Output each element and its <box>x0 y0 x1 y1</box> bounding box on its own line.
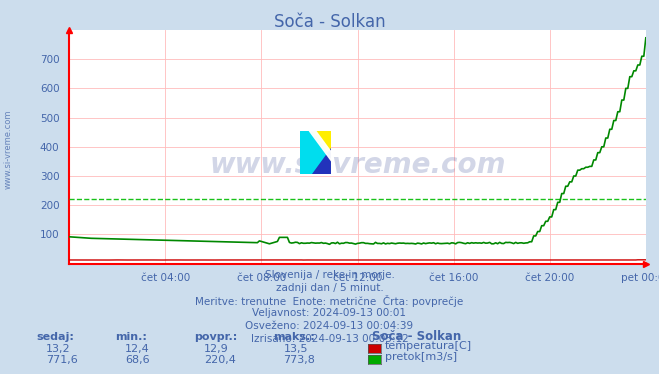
Polygon shape <box>312 131 331 157</box>
Text: 771,6: 771,6 <box>46 355 78 365</box>
Text: 68,6: 68,6 <box>125 355 150 365</box>
Polygon shape <box>312 148 331 174</box>
Text: Soča - Solkan: Soča - Solkan <box>273 13 386 31</box>
Text: 13,2: 13,2 <box>46 344 71 354</box>
Text: 12,4: 12,4 <box>125 344 150 354</box>
Text: zadnji dan / 5 minut.: zadnji dan / 5 minut. <box>275 283 384 293</box>
Text: sedaj:: sedaj: <box>36 332 74 342</box>
Text: Meritve: trenutne  Enote: metrične  Črta: povprečje: Meritve: trenutne Enote: metrične Črta: … <box>195 295 464 307</box>
Text: Osveženo: 2024-09-13 00:04:39: Osveženo: 2024-09-13 00:04:39 <box>245 321 414 331</box>
Text: Slovenija / reke in morje.: Slovenija / reke in morje. <box>264 270 395 280</box>
Text: min.:: min.: <box>115 332 147 342</box>
Text: 13,5: 13,5 <box>283 344 308 354</box>
Text: 220,4: 220,4 <box>204 355 236 365</box>
Text: pretok[m3/s]: pretok[m3/s] <box>385 352 457 362</box>
Text: www.si-vreme.com: www.si-vreme.com <box>3 110 13 189</box>
Text: 773,8: 773,8 <box>283 355 315 365</box>
Text: www.si-vreme.com: www.si-vreme.com <box>210 151 505 180</box>
Text: Veljavnost: 2024-09-13 00:01: Veljavnost: 2024-09-13 00:01 <box>252 308 407 318</box>
Text: 12,9: 12,9 <box>204 344 229 354</box>
Text: maks.:: maks.: <box>273 332 315 342</box>
Text: temperatura[C]: temperatura[C] <box>385 341 472 351</box>
Polygon shape <box>309 131 331 161</box>
Text: Soča - Solkan: Soča - Solkan <box>372 330 461 343</box>
Text: Izrisano: 2024-09-13 00:05:12: Izrisano: 2024-09-13 00:05:12 <box>250 334 409 344</box>
Text: povpr.:: povpr.: <box>194 332 238 342</box>
